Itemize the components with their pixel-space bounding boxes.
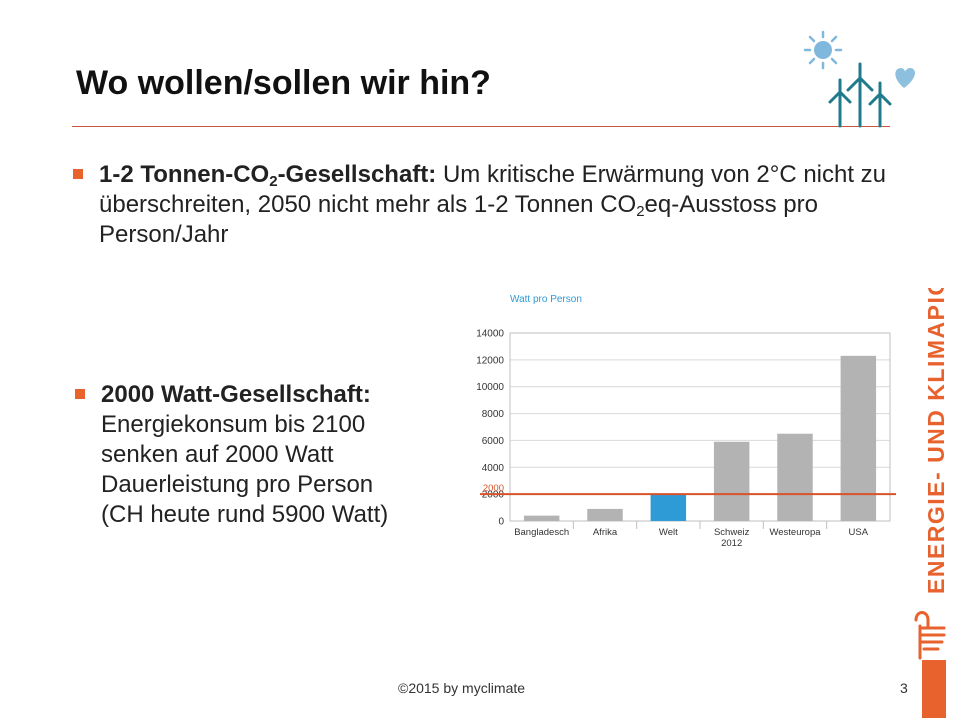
bullet1-heading-suffix: -Gesellschaft: <box>277 161 437 188</box>
bar <box>840 355 877 521</box>
bullet2-line: senken auf 2000 Watt <box>101 441 334 468</box>
footer-copyright: ©2015 by myclimate <box>398 680 526 696</box>
x-tick-label: USA <box>849 527 869 538</box>
bar <box>587 508 623 521</box>
bullet1-body: Um kritische Erwärmung von 2°C nicht zu … <box>99 161 887 218</box>
bullet2-heading: 2000 Watt-Gesellschaft: <box>101 381 371 408</box>
y-tick-label: 4000 <box>482 463 505 474</box>
slide-number: 3 <box>900 680 908 696</box>
y-tick-label: 0 <box>498 517 504 528</box>
bullet1-body-subscript: 2 <box>636 203 645 220</box>
title-divider <box>72 126 890 127</box>
bar <box>650 494 687 521</box>
bullet-2000-watt-society: 2000 Watt-Gesellschaft: Energiekonsum bi… <box>75 380 481 530</box>
side-brand: ENERGIE- UND KLIMAPIONIERE <box>914 288 949 718</box>
bullet1-heading-text: 1-2 Tonnen-CO <box>99 161 270 188</box>
heart-icon <box>895 68 915 88</box>
logo <box>803 30 915 128</box>
x-tick-label: Westeuropa <box>769 527 821 538</box>
y-tick-label: 8000 <box>482 409 505 420</box>
sun-icon <box>803 30 843 70</box>
plot-frame <box>509 332 891 522</box>
bullet1-heading-subscript: 2 <box>269 173 278 190</box>
bar <box>777 433 813 521</box>
bullet2-line: (CH heute rund 5900 Watt) <box>101 501 389 528</box>
y-tick-label: 10000 <box>476 382 504 393</box>
side-brand-text: ENERGIE- UND KLIMAPIONIERE <box>923 288 949 594</box>
bar <box>523 515 560 521</box>
reference-line-label: 2000 <box>483 483 504 494</box>
bar <box>713 441 750 521</box>
x-tick-label: Afrika <box>593 527 618 538</box>
wind-turbine-icon <box>828 62 892 128</box>
bullet2-line: Energiekonsum bis 2100 <box>101 411 366 438</box>
bullet1-body-suffix: eq-Ausstoss pro Person/Jahr <box>99 191 818 248</box>
hand-icon <box>914 611 946 660</box>
y-tick-label: 14000 <box>476 329 504 340</box>
x-tick-label: Welt <box>659 527 678 538</box>
chart-title: Watt pro Person <box>510 294 582 305</box>
x-tick-label: Schweiz <box>714 527 750 538</box>
brand-bar <box>922 660 946 718</box>
bullet-co2-society: 1-2 Tonnen-CO2-Gesellschaft: Um kritisch… <box>73 160 889 250</box>
bullet2-line: Dauerleistung pro Person <box>101 471 374 498</box>
bullet1-heading: 1-2 Tonnen-CO2-Gesellschaft: <box>99 161 437 190</box>
y-tick-label: 12000 <box>476 355 504 366</box>
x-tick-label: 2012 <box>721 538 742 549</box>
bullet-marker <box>75 389 85 399</box>
x-tick-label: Bangladesch <box>514 527 569 538</box>
y-tick-label: 6000 <box>482 436 505 447</box>
slide-title: Wo wollen/sollen wir hin? <box>76 64 491 102</box>
bullet-marker <box>73 169 83 179</box>
watt-per-person-chart: Watt pro Person 0 2000 4000 6000 8000 10000 12… <box>476 294 896 549</box>
